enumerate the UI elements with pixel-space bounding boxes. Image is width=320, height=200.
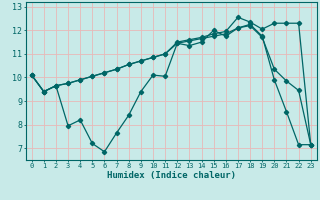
X-axis label: Humidex (Indice chaleur): Humidex (Indice chaleur) [107, 171, 236, 180]
